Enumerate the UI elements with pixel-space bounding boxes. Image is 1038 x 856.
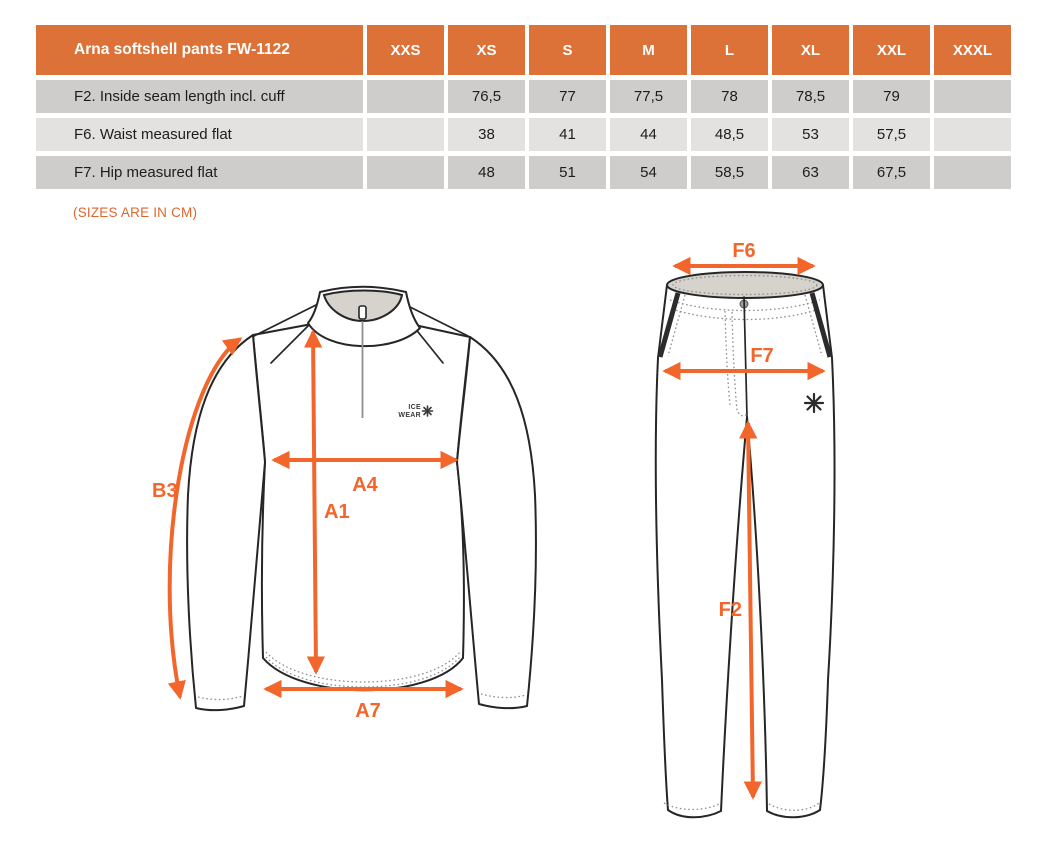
size-column-header-xs: XS (448, 25, 525, 75)
size-value-cell: 78 (691, 80, 768, 113)
size-column-header-xxxl: XXXL (934, 25, 1011, 75)
left-pocket-opening (657, 292, 681, 358)
icewear-logo: ICE WEAR (398, 404, 434, 419)
measurement-row-label: F6. Waist measured flat (36, 118, 363, 151)
size-value-cell (367, 80, 444, 113)
shirt-diagram: ICE WEAR B3 A4 A1 A7 (152, 285, 537, 722)
measurement-row-label: F2. Inside seam length incl. cuff (36, 80, 363, 113)
size-value-cell: 44 (610, 118, 687, 151)
shoulder-seam (405, 304, 469, 337)
a4-label: A4 (352, 474, 378, 496)
snowflake-icon (803, 392, 825, 414)
size-value-cell: 77 (529, 80, 606, 113)
shoulder-seam (270, 321, 313, 364)
f2-inseam-arrow (739, 420, 762, 800)
size-column-header-xxs: XXS (367, 25, 444, 75)
right-pocket-opening (809, 292, 833, 358)
size-column-header-m: M (610, 25, 687, 75)
size-value-cell: 51 (529, 156, 606, 189)
f2-label: F2 (719, 599, 742, 621)
size-column-header-l: L (691, 25, 768, 75)
size-value-cell: 63 (772, 156, 849, 189)
size-value-cell: 79 (853, 80, 930, 113)
size-value-cell: 76,5 (448, 80, 525, 113)
a1-label: A1 (324, 501, 350, 523)
shirt-body (252, 323, 471, 692)
size-value-cell: 67,5 (853, 156, 930, 189)
front-seam (743, 296, 748, 418)
size-column-header-xl: XL (772, 25, 849, 75)
size-column-header-xxl: XXL (853, 25, 930, 75)
size-value-cell (934, 80, 1011, 113)
f7-label: F7 (750, 345, 773, 367)
f6-label: F6 (732, 240, 755, 262)
size-value-cell: 53 (772, 118, 849, 151)
b3-label: B3 (152, 480, 178, 502)
size-value-cell: 48 (448, 156, 525, 189)
size-value-cell: 78,5 (772, 80, 849, 113)
size-value-cell (367, 118, 444, 151)
snowflake-icon (421, 405, 434, 417)
size-column-header-s: S (529, 25, 606, 75)
shoulder-seam (253, 304, 317, 337)
logo-text-line1: ICE (408, 404, 421, 411)
size-value-cell: 48,5 (691, 118, 768, 151)
leg-cuff-stitch (768, 802, 820, 811)
hem-stitch (265, 656, 461, 688)
hem-stitch (265, 651, 461, 683)
pants-diagram: F6 F7 F2 (654, 240, 836, 819)
size-value-cell: 38 (448, 118, 525, 151)
size-value-cell: 58,5 (691, 156, 768, 189)
waist-stitch (672, 274, 818, 296)
size-value-cell (367, 156, 444, 189)
leg-cuff-stitch (663, 802, 720, 811)
table-title: Arna softshell pants FW-1122 (36, 25, 363, 75)
zipper-pull (358, 305, 367, 320)
size-value-cell: 41 (529, 118, 606, 151)
a1-length-arrow (303, 329, 326, 675)
logo-text-line2: WEAR (398, 412, 421, 419)
size-value-cell (934, 156, 1011, 189)
measurement-row-label: F7. Hip measured flat (36, 156, 363, 189)
size-value-cell (934, 118, 1011, 151)
sizes-unit-note: (SIZES ARE IN CM) (73, 205, 198, 220)
a7-label: A7 (355, 700, 381, 722)
fly-stitch (731, 311, 749, 417)
size-value-cell: 54 (610, 156, 687, 189)
size-value-cell: 57,5 (853, 118, 930, 151)
size-table: Arna softshell pants FW-1122 XXS XS S M … (36, 25, 1011, 189)
shirt-right-sleeve (456, 336, 537, 710)
size-value-cell: 77,5 (610, 80, 687, 113)
waist-opening (666, 271, 824, 299)
b3-sleeve-arrow (167, 337, 243, 700)
shirt-left-sleeve (186, 334, 266, 712)
